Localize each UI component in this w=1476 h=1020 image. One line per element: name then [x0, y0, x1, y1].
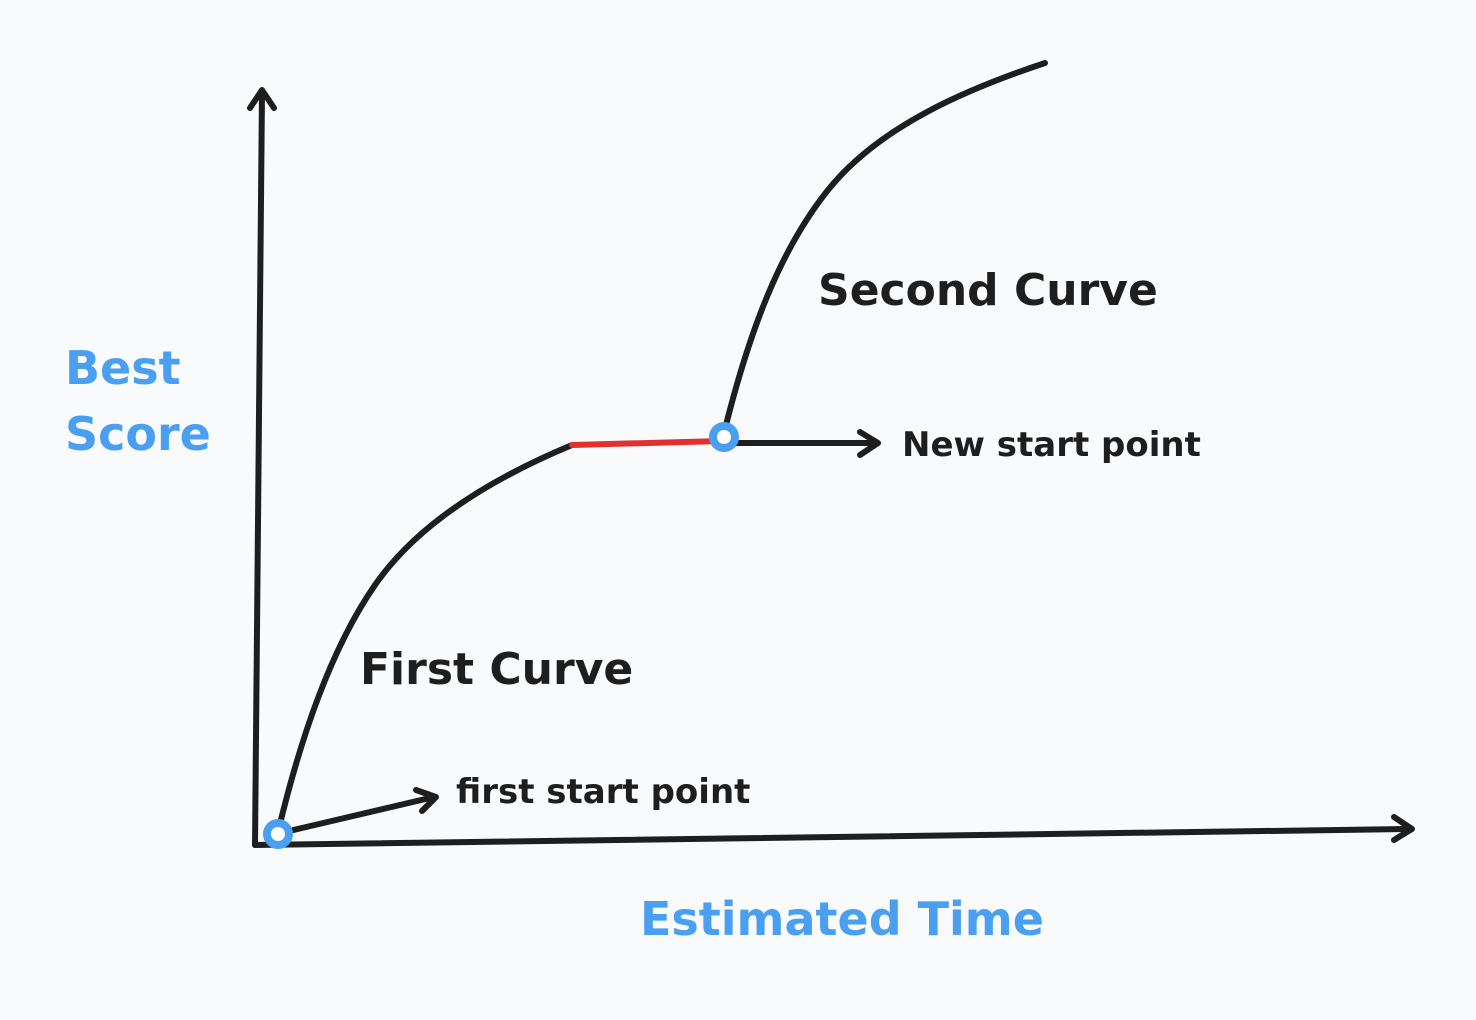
x-axis-line: [252, 826, 1413, 848]
new-start-arrow: [732, 429, 881, 458]
new-start-point-marker: [709, 422, 739, 452]
y-axis-arrowhead: [247, 87, 277, 111]
second-curve: [723, 60, 1048, 428]
x-axis-arrowhead: [1391, 814, 1415, 843]
first-start-arrow: [282, 787, 439, 835]
first-start-arrow-head: [413, 787, 439, 814]
first-start-point-marker: [263, 819, 293, 849]
first-curve-label: First Curve: [360, 644, 633, 695]
y-axis: [247, 87, 277, 848]
x-axis-label: Estimated Time: [640, 892, 1044, 946]
new-start-point-label: New start point: [902, 425, 1201, 465]
y-axis-label-line2: Score: [65, 407, 211, 461]
new-start-arrow-head: [857, 429, 881, 458]
y-axis-label-line1: Best: [65, 341, 181, 395]
first-start-point-label: first start point: [456, 772, 750, 812]
x-axis: [252, 814, 1415, 848]
y-axis-line: [252, 89, 265, 848]
plateau-segment: [569, 438, 725, 448]
first-start-arrow-line: [282, 794, 437, 835]
second-curve-label: Second Curve: [818, 265, 1158, 316]
first-curve: [275, 442, 575, 835]
